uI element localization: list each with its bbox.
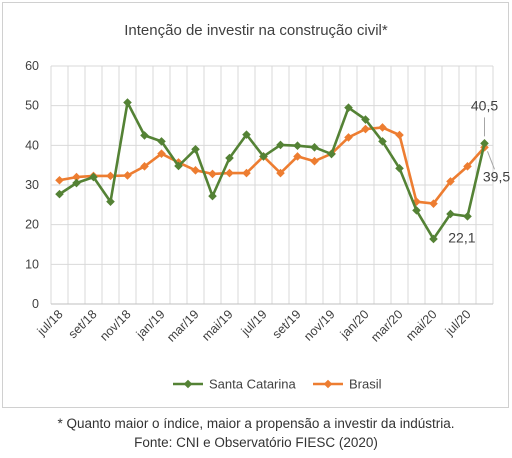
y-tick-label: 10 <box>25 257 39 271</box>
x-tick-label: jul/18 <box>34 307 66 339</box>
y-axis-tick-labels: 0 10 20 30 40 50 60 <box>25 59 39 311</box>
chart-title: Intenção de investir na construção civil… <box>124 22 388 39</box>
data-label: 22,1 <box>448 229 475 245</box>
annotations: 40,5 39,5 22,1 <box>448 97 510 245</box>
data-point <box>123 98 132 107</box>
data-point <box>174 161 183 171</box>
data-point <box>412 206 421 215</box>
series-line <box>59 126 486 205</box>
data-point <box>293 141 302 151</box>
data-point <box>55 175 64 185</box>
data-point <box>378 137 387 146</box>
data-point <box>157 137 166 146</box>
data-point <box>463 212 472 221</box>
x-tick-label: nov/19 <box>301 307 337 343</box>
y-tick-label: 60 <box>25 59 39 73</box>
data-point <box>259 152 268 161</box>
data-point <box>395 164 404 173</box>
data-point <box>463 162 472 171</box>
data-point <box>293 152 302 161</box>
data-point <box>191 166 200 175</box>
y-tick-label: 20 <box>25 218 39 232</box>
source-note: Fonte: CNI e Observatório FIESC (2020) <box>134 435 378 450</box>
series-line <box>58 101 486 241</box>
data-point <box>183 379 193 389</box>
data-point <box>378 123 387 132</box>
data-point <box>361 124 370 134</box>
data-point <box>208 191 217 201</box>
series-santa-catarina <box>55 98 489 244</box>
data-point <box>446 177 455 186</box>
data-point <box>242 168 251 178</box>
data-point <box>72 178 81 188</box>
x-tick-label: jan/19 <box>133 307 168 342</box>
y-tick-label: 30 <box>25 178 39 192</box>
data-point <box>276 140 285 150</box>
grid-lines <box>50 65 494 305</box>
data-point <box>225 153 234 163</box>
x-tick-label: mar/20 <box>368 307 405 344</box>
data-point <box>208 169 217 179</box>
y-tick-label: 0 <box>32 297 39 311</box>
data-point <box>327 149 336 159</box>
data-point <box>310 143 319 152</box>
data-label: 40,5 <box>471 97 498 113</box>
data-point <box>446 209 455 219</box>
data-point <box>55 189 64 199</box>
data-point <box>72 172 81 182</box>
data-point <box>242 130 251 139</box>
data-point <box>123 171 132 180</box>
data-point <box>344 103 353 112</box>
legend-item: Brasil <box>313 377 382 392</box>
data-point <box>140 162 149 171</box>
line-chart: Intenção de investir na construção civil… <box>25 22 510 392</box>
legend-label: Santa Catarina <box>209 377 296 392</box>
data-point <box>429 234 438 244</box>
data-point <box>310 156 319 166</box>
data-point <box>106 171 115 181</box>
data-point <box>89 172 98 182</box>
x-tick-label: set/18 <box>66 307 100 341</box>
data-point <box>323 379 333 389</box>
x-tick-label: mai/19 <box>199 307 235 343</box>
series-layer <box>55 98 489 244</box>
data-point <box>480 139 489 148</box>
data-point <box>191 145 200 154</box>
data-point <box>361 115 370 124</box>
x-tick-label: nov/18 <box>97 307 133 343</box>
legend-label: Brasil <box>349 377 382 392</box>
data-point <box>276 168 285 178</box>
data-label: 39,5 <box>483 168 510 184</box>
x-tick-label: set/19 <box>270 307 304 341</box>
x-tick-label: mai/20 <box>403 307 439 343</box>
data-point <box>140 131 149 140</box>
x-tick-label: mar/19 <box>164 307 201 344</box>
data-point <box>225 168 234 178</box>
data-point <box>106 197 115 206</box>
chart-frame: Intenção de investir na construção civil… <box>2 2 510 408</box>
legend-item: Santa Catarina <box>173 377 296 392</box>
data-point <box>344 133 353 142</box>
y-tick-label: 40 <box>25 138 39 152</box>
data-point <box>429 199 438 208</box>
footnote: * Quanto maior o índice, maior a propens… <box>57 416 455 431</box>
x-tick-label: jul/19 <box>238 307 270 339</box>
legend: Santa Catarina Brasil <box>173 377 382 392</box>
y-tick-label: 50 <box>25 99 39 113</box>
data-point <box>395 130 404 140</box>
annotation-leader-line <box>487 151 495 170</box>
x-tick-label: jan/20 <box>337 307 372 342</box>
x-tick-label: jul/20 <box>442 307 474 339</box>
data-point <box>157 149 166 158</box>
